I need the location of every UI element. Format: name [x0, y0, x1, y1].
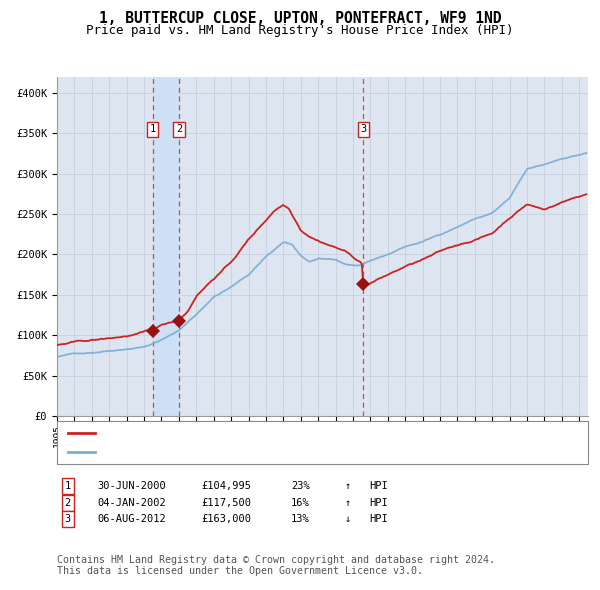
Text: 2: 2 [65, 498, 71, 507]
Text: 1, BUTTERCUP CLOSE, UPTON, PONTEFRACT, WF9 1ND: 1, BUTTERCUP CLOSE, UPTON, PONTEFRACT, W… [99, 11, 501, 25]
Text: 2: 2 [176, 124, 182, 134]
Text: 04-JAN-2002: 04-JAN-2002 [98, 498, 167, 507]
Text: HPI: HPI [369, 514, 388, 524]
Text: ↓: ↓ [345, 514, 351, 524]
Text: Contains HM Land Registry data © Crown copyright and database right 2024.
This d: Contains HM Land Registry data © Crown c… [57, 555, 495, 576]
Text: 1: 1 [149, 124, 156, 134]
Text: 1: 1 [65, 481, 71, 491]
Text: 3: 3 [65, 514, 71, 524]
Text: 16%: 16% [291, 498, 310, 507]
Text: 3: 3 [360, 124, 367, 134]
Text: 13%: 13% [291, 514, 310, 524]
Text: 23%: 23% [291, 481, 310, 491]
Text: £117,500: £117,500 [201, 498, 251, 507]
Text: 06-AUG-2012: 06-AUG-2012 [98, 514, 167, 524]
Text: £163,000: £163,000 [201, 514, 251, 524]
Text: £104,995: £104,995 [201, 481, 251, 491]
Text: ↑: ↑ [345, 481, 351, 491]
Text: ↑: ↑ [345, 498, 351, 507]
Bar [152, 77, 179, 416]
Text: 1, BUTTERCUP CLOSE, UPTON, PONTEFRACT, WF9 1ND (detached house): 1, BUTTERCUP CLOSE, UPTON, PONTEFRACT, W… [102, 428, 480, 438]
Text: 30-JUN-2000: 30-JUN-2000 [98, 481, 167, 491]
Text: HPI: Average price, detached house, Wakefield: HPI: Average price, detached house, Wake… [102, 447, 372, 457]
Text: HPI: HPI [369, 481, 388, 491]
Text: Price paid vs. HM Land Registry's House Price Index (HPI): Price paid vs. HM Land Registry's House … [86, 24, 514, 37]
Text: HPI: HPI [369, 498, 388, 507]
